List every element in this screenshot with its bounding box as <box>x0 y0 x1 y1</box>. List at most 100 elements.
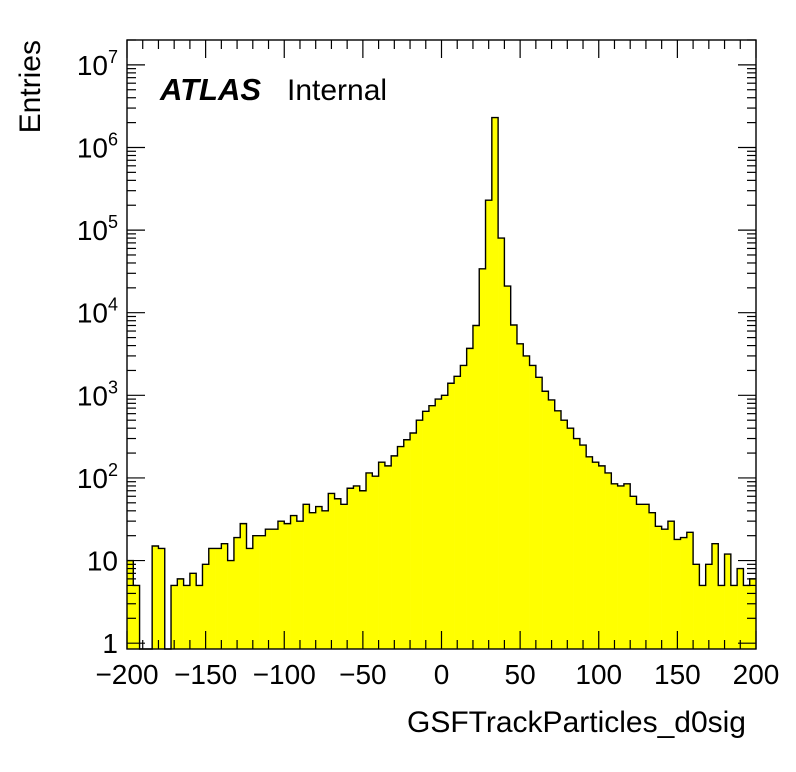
histogram-bin <box>542 391 549 649</box>
histogram-bin <box>479 268 486 649</box>
y-tick-label: 106 <box>77 129 118 163</box>
histogram-bin <box>686 532 694 649</box>
histogram-bin <box>416 420 423 649</box>
histogram-bin <box>705 564 713 649</box>
histogram-bin <box>328 493 335 649</box>
histogram-bin <box>548 399 556 649</box>
histogram-bin <box>259 535 266 649</box>
histogram-bin <box>737 568 744 649</box>
histogram-bin <box>252 535 260 649</box>
histogram-bin <box>246 548 254 649</box>
histogram-bin <box>183 585 191 649</box>
histogram-bin <box>133 585 140 649</box>
histogram-bin <box>535 377 543 649</box>
histogram-bin <box>152 546 159 649</box>
histogram-bin <box>579 445 587 649</box>
histogram-bin <box>454 376 461 649</box>
histogram-bin <box>573 438 581 649</box>
histogram-bin <box>233 537 241 649</box>
histogram-bin <box>630 496 637 649</box>
histogram-bin <box>711 543 719 649</box>
atlas-status-label: Internal <box>287 74 387 107</box>
histogram-bin <box>284 523 291 649</box>
histogram-bin <box>655 526 662 649</box>
histogram-bin <box>724 554 732 649</box>
histogram-bin <box>271 529 279 649</box>
histogram-bin <box>321 510 329 649</box>
histogram-bin <box>127 560 134 649</box>
histogram-bin <box>611 483 618 649</box>
histogram-bin <box>277 521 285 649</box>
histogram-bin <box>202 564 210 649</box>
atlas-brand-label: ATLAS <box>159 72 261 107</box>
x-tick-label: 100 <box>575 659 622 690</box>
histogram-bin <box>441 395 449 649</box>
x-tick-label: −50 <box>339 659 387 690</box>
histogram-bin <box>667 521 675 649</box>
histogram-bin <box>617 485 625 649</box>
x-tick-label: 0 <box>434 659 450 690</box>
histogram-bin <box>171 585 178 649</box>
y-tick-labels: 1 10 102 103 104 105 106 107 <box>77 47 118 659</box>
histogram-bin <box>403 439 411 649</box>
histogram-bin <box>309 512 316 649</box>
histogram-bin <box>699 585 706 649</box>
histogram-bin <box>397 446 405 649</box>
x-tick-label: −150 <box>174 659 237 690</box>
histogram-bin <box>340 504 348 649</box>
histogram-bin <box>334 498 342 649</box>
histogram-bin <box>642 504 650 649</box>
y-tick-label: 104 <box>77 295 118 329</box>
histogram-bin <box>693 564 700 649</box>
histogram-bin <box>636 504 644 649</box>
histogram-bin <box>523 355 530 649</box>
y-tick-label: 10 <box>87 546 118 577</box>
histogram-bin <box>498 238 505 649</box>
x-tick-label: −200 <box>95 659 158 690</box>
histogram-bin <box>460 365 467 649</box>
x-tick-labels: −200 −150 −100 −50 0 50 100 150 200 <box>95 659 779 690</box>
histogram-bin <box>586 456 593 649</box>
histogram-bin <box>384 465 392 649</box>
histogram-bin <box>410 432 417 649</box>
histogram-bin <box>680 537 688 649</box>
histogram-bin <box>353 485 361 649</box>
axis-ticks <box>126 39 757 649</box>
y-tick-label: 105 <box>77 212 118 246</box>
histogram-bin <box>208 548 216 649</box>
histogram-bin <box>605 472 612 649</box>
histogram-bin <box>598 465 606 649</box>
histogram-bin <box>359 490 367 649</box>
histogram-outline <box>127 116 756 650</box>
histogram-bin <box>215 548 222 649</box>
x-axis-label: GSFTrackParticles_d0sig <box>407 706 746 739</box>
histogram-bin <box>378 462 386 649</box>
histogram-bin <box>567 428 574 649</box>
histogram-bin <box>623 483 631 649</box>
histogram-bin <box>743 585 751 649</box>
histogram-bin <box>674 539 681 649</box>
histogram-bin <box>196 585 203 649</box>
histogram-bin <box>422 411 430 649</box>
y-axis-label: Entries <box>14 40 47 133</box>
histogram-bin <box>347 488 354 649</box>
histogram-bin <box>158 548 166 649</box>
y-tick-label: 103 <box>77 377 118 411</box>
histogram-bars <box>127 117 757 649</box>
histogram-bin <box>516 343 524 649</box>
histogram-bin <box>730 585 738 649</box>
histogram-bin <box>504 286 511 649</box>
histogram-bin <box>435 399 442 649</box>
histogram-bin <box>366 472 373 649</box>
histogram-bin <box>661 529 669 649</box>
histogram-bin <box>491 117 499 649</box>
histogram-bin <box>265 529 272 649</box>
y-tick-label: 1 <box>102 628 118 659</box>
histogram-bin <box>240 523 247 649</box>
histogram-bin <box>554 410 562 649</box>
histogram-bin <box>472 325 480 649</box>
histogram-bin <box>649 512 656 649</box>
histogram-bin <box>561 420 568 649</box>
histogram-bin <box>529 365 537 649</box>
